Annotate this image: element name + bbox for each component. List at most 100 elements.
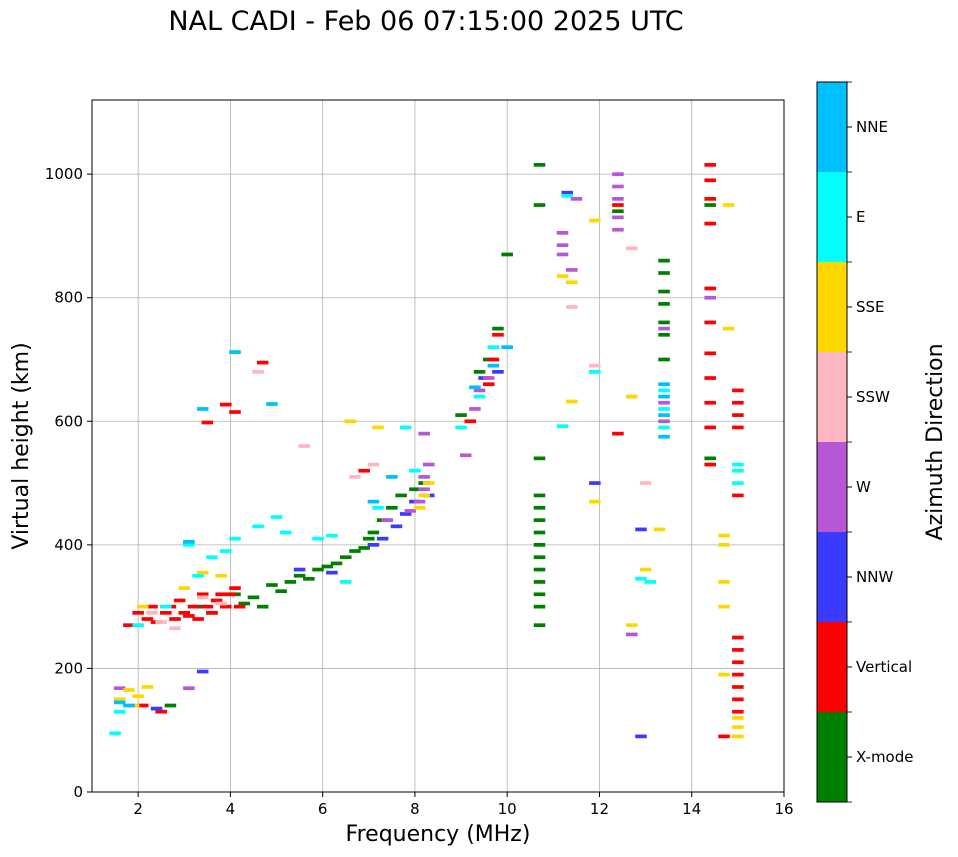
echo-point-vertical xyxy=(732,400,744,405)
echo-point-x-mode xyxy=(358,546,370,550)
echo-point-vertical xyxy=(732,672,744,677)
echo-point-vertical xyxy=(704,400,716,405)
echo-point-w xyxy=(566,268,578,272)
echo-point-ssw xyxy=(146,610,158,615)
echo-point-w xyxy=(556,243,569,248)
echo-point-e xyxy=(556,424,569,429)
y-tick-label: 600 xyxy=(54,412,83,430)
echo-point-sse xyxy=(123,688,135,692)
colorbar-swatch xyxy=(817,262,847,352)
echo-point-w xyxy=(404,509,417,513)
echo-point-w xyxy=(658,400,670,405)
grid xyxy=(92,100,785,793)
echo-point-e xyxy=(113,709,126,714)
echo-point-w xyxy=(658,419,670,424)
echo-point-vertical xyxy=(704,178,716,183)
echo-point-ssw xyxy=(639,481,652,485)
echo-point-x-mode xyxy=(704,203,716,207)
echo-point-vertical xyxy=(704,286,716,291)
echo-point-sse xyxy=(722,326,735,331)
echo-point-vertical xyxy=(704,197,716,201)
echo-point-ssw xyxy=(169,626,181,631)
echo-point-vertical xyxy=(732,697,744,702)
echo-point-vertical xyxy=(704,320,716,325)
echo-point-vertical xyxy=(732,425,744,430)
echo-point-w xyxy=(482,376,495,380)
echo-point-x-mode xyxy=(658,271,670,275)
echo-point-e xyxy=(312,536,324,541)
echo-point-vertical xyxy=(704,376,716,380)
colorbar: X-mode Vertical NNW W SSW SSE E NNE xyxy=(816,81,913,803)
echo-point-vertical xyxy=(132,610,144,615)
echo-point-e xyxy=(399,425,412,430)
echo-point-x-mode xyxy=(533,456,546,461)
echo-point-vertical xyxy=(482,382,495,387)
echo-point-nnw xyxy=(492,370,504,374)
echo-point-e xyxy=(658,388,670,393)
echo-point-vertical xyxy=(732,709,744,714)
echo-point-ssw xyxy=(589,363,601,368)
echo-point-vertical xyxy=(141,617,154,621)
echo-point-w xyxy=(570,197,583,201)
echo-point-nne xyxy=(487,363,500,368)
x-tick-label: 2 xyxy=(133,800,143,818)
echo-point-x-mode xyxy=(321,564,334,569)
echo-point-x-mode xyxy=(533,604,546,609)
colorbar-swatch xyxy=(817,352,847,442)
echo-point-nnw xyxy=(561,190,573,195)
echo-point-x-mode xyxy=(658,320,670,325)
echo-point-ssw xyxy=(349,475,361,479)
y-axis-label: Virtual height (km) xyxy=(9,342,34,549)
echo-point-sse xyxy=(556,274,569,278)
echo-point-ssw xyxy=(367,462,380,467)
echo-point-w xyxy=(612,227,624,232)
echo-point-x-mode xyxy=(409,487,421,492)
echo-point-w xyxy=(113,686,126,691)
echo-point-e xyxy=(635,576,647,581)
echo-point-nne xyxy=(123,703,135,708)
echo-point-e xyxy=(279,530,292,535)
echo-point-vertical xyxy=(732,660,744,665)
echo-point-vertical xyxy=(704,425,716,430)
echo-point-vertical xyxy=(464,419,477,424)
echo-point-w xyxy=(556,252,569,257)
echo-point-e xyxy=(339,580,352,584)
echo-point-x-mode xyxy=(533,203,546,207)
echo-point-e xyxy=(644,580,656,584)
echo-point-vertical xyxy=(146,604,158,609)
echo-point-x-mode xyxy=(658,332,670,337)
echo-point-w xyxy=(556,230,569,235)
echo-point-sse xyxy=(196,570,209,575)
echo-point-ssw xyxy=(298,444,310,448)
x-tick-label: 6 xyxy=(318,800,328,818)
echo-point-w xyxy=(459,453,472,458)
echo-point-x-mode xyxy=(492,326,504,331)
echo-point-x-mode xyxy=(247,595,260,600)
echo-point-x-mode xyxy=(339,555,352,560)
echo-point-vertical xyxy=(492,332,504,337)
echo-point-e xyxy=(732,462,744,467)
echo-point-w xyxy=(418,487,430,492)
echo-point-nnw xyxy=(293,567,306,572)
echo-point-x-mode xyxy=(533,518,546,522)
echo-point-e xyxy=(252,524,264,529)
colorbar-swatch xyxy=(817,622,847,712)
echo-point-w xyxy=(612,184,624,189)
echo-point-e xyxy=(372,505,384,510)
echo-point-x-mode xyxy=(533,580,546,584)
echo-point-x-mode xyxy=(533,505,546,510)
echo-point-x-mode xyxy=(349,549,361,553)
echo-point-e xyxy=(183,543,195,547)
echo-point-ssw xyxy=(625,246,638,251)
y-tick-label: 0 xyxy=(73,783,83,801)
echo-point-vertical xyxy=(487,357,500,362)
echo-point-nnw xyxy=(390,524,403,529)
echo-point-vertical xyxy=(123,623,135,628)
echo-point-e xyxy=(473,394,486,399)
echo-point-vertical xyxy=(732,685,744,689)
colorbar-tick-label: NNW xyxy=(856,568,893,586)
echo-point-e xyxy=(109,731,121,736)
echo-point-nne xyxy=(658,413,670,417)
echo-point-e xyxy=(589,370,601,374)
echo-point-w xyxy=(658,326,670,331)
